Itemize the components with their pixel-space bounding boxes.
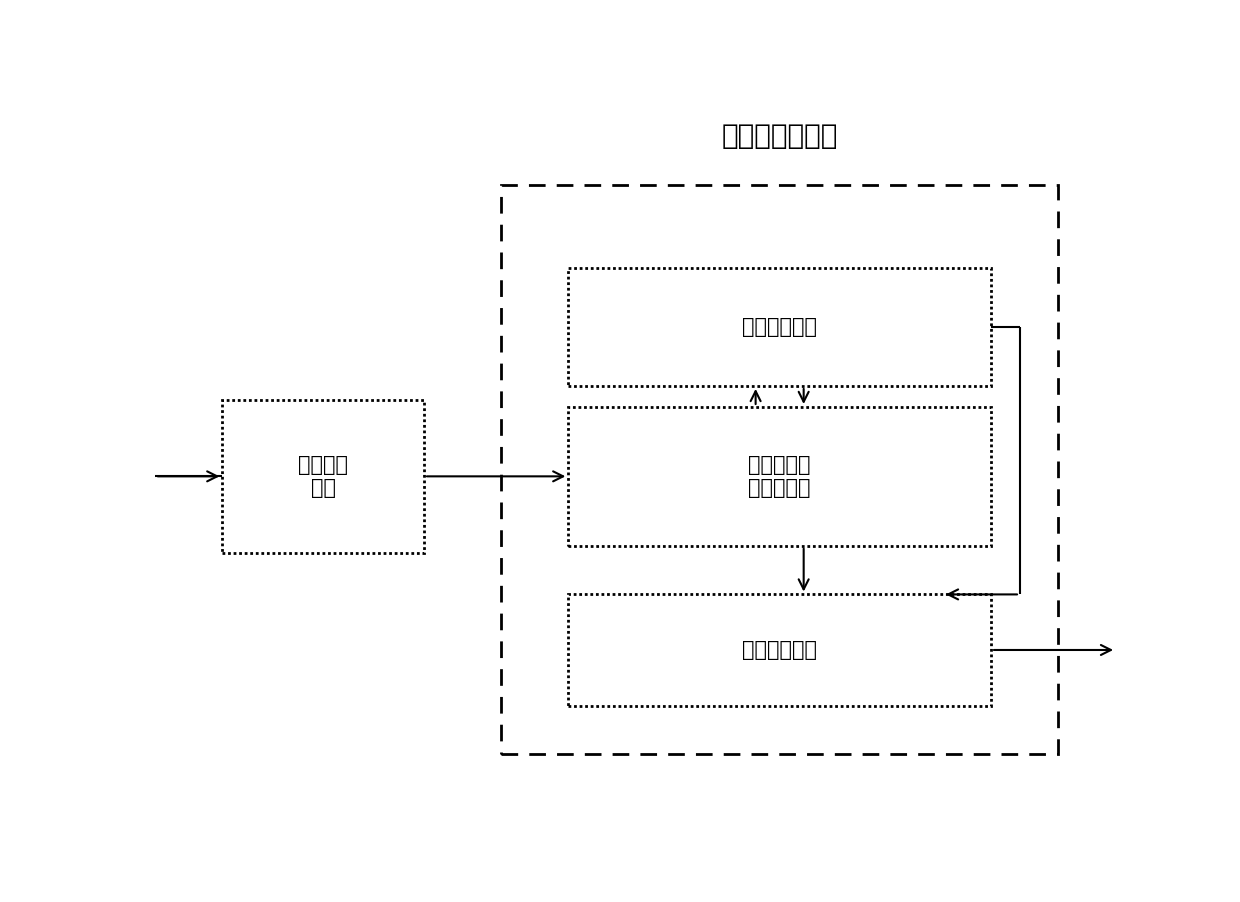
Bar	[568, 594, 991, 705]
Text: 前置放大
电路: 前置放大 电路	[298, 455, 348, 498]
Bar	[501, 185, 1058, 754]
Text: 信号处理单元: 信号处理单元	[743, 317, 817, 337]
Text: 数字化处理装置: 数字化处理装置	[722, 122, 838, 150]
Bar	[568, 407, 991, 546]
Text: 高速模拟信
号采集单元: 高速模拟信 号采集单元	[749, 455, 811, 498]
Text: 信号输出单元: 信号输出单元	[743, 640, 817, 660]
Bar	[222, 400, 424, 553]
Bar	[568, 268, 991, 386]
